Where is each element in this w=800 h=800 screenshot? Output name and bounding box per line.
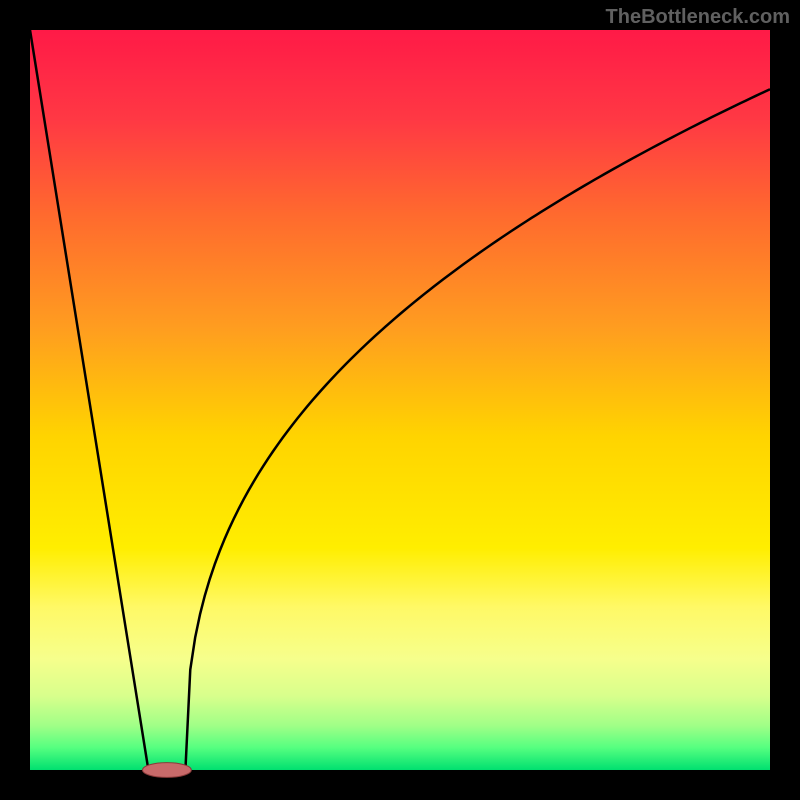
optimum-marker — [142, 763, 191, 778]
chart-container: TheBottleneck.com — [0, 0, 800, 800]
plot-area — [30, 30, 770, 770]
bottleneck-chart — [0, 0, 800, 800]
